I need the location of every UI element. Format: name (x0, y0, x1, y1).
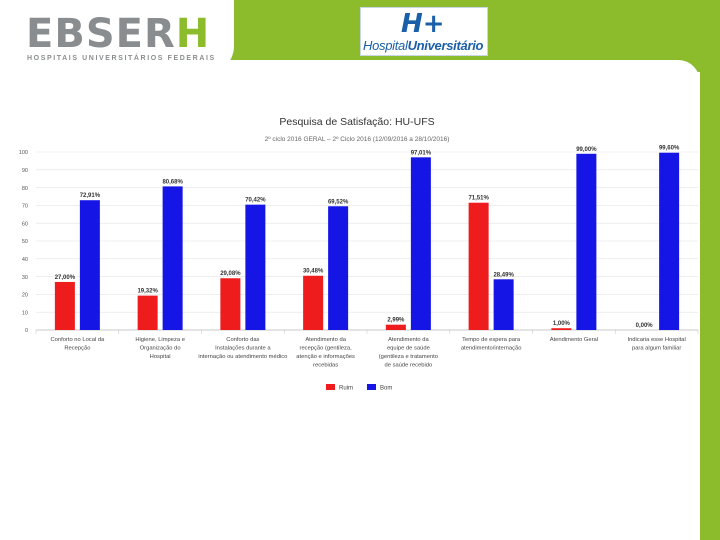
bar-ruim (137, 295, 158, 330)
data-label: 69,52% (328, 199, 349, 205)
ebserh-logo-accent: H (175, 11, 211, 57)
ebserh-logo: EBSERH (26, 14, 210, 54)
category-label: Conforto das (226, 337, 259, 343)
category-label: Atendimento da (388, 337, 429, 343)
data-label: 30,48% (303, 269, 324, 275)
category-label: Tempo de espera para (462, 337, 521, 343)
bar-bom (79, 200, 100, 330)
bar-bom (410, 157, 431, 330)
data-label: 70,42% (245, 198, 266, 204)
y-tick-label: 60 (22, 221, 28, 227)
category-label: Hospital (150, 354, 171, 360)
y-tick-label: 0 (25, 328, 28, 334)
bar-bom (245, 204, 266, 330)
data-label: 28,49% (493, 272, 514, 278)
bar-ruim (220, 278, 241, 330)
y-tick-label: 80 (22, 186, 28, 192)
category-label: equipe de saúde (387, 346, 430, 352)
category-label: Atendimento Geral (550, 337, 598, 343)
category-label: atenção e informações (296, 354, 355, 360)
category-label: para algum familiar (632, 346, 681, 352)
hu-logo-text-part1: Hospital (363, 38, 408, 53)
y-tick-label: 40 (22, 257, 28, 263)
bar-bom (328, 206, 349, 330)
category-label: Indicaria esse Hospital (627, 337, 685, 343)
ebserh-logo-main: EBSER (26, 11, 176, 57)
bar-ruim (54, 281, 75, 330)
hu-logo-text-part2: Universitário (407, 38, 484, 53)
y-tick-label: 10 (22, 310, 28, 316)
bar-bom (576, 153, 597, 330)
data-label: 0,00% (636, 323, 654, 329)
hu-logo-text: HospitalUniversitário (363, 38, 483, 53)
y-tick-label: 90 (22, 168, 28, 174)
legend-label-bom: Bom (380, 386, 392, 392)
category-label: recepção (gentileza, (300, 346, 353, 352)
category-label: (gentileza e tratamento (379, 354, 438, 360)
category-label: internação ou atendimento médico (198, 354, 287, 360)
data-label: 99,00% (576, 147, 597, 153)
bar-ruim (551, 328, 572, 330)
ebserh-logo-subtitle: HOSPITAIS UNIVERSITÁRIOS FEDERAIS (27, 55, 216, 62)
y-tick-label: 50 (22, 239, 28, 245)
data-label: 71,51% (468, 196, 489, 202)
chart-title: Pesquisa de Satisfação: HU-UFS (279, 116, 434, 128)
bar-bom (162, 186, 183, 330)
data-label: 72,91% (80, 193, 101, 199)
right-green-bar (700, 0, 720, 540)
data-label: 99,60% (659, 146, 680, 152)
legend-swatch-ruim (326, 384, 335, 390)
category-label: Recepção (64, 346, 90, 352)
hospital-universitario-logo: H+ HospitalUniversitário (360, 7, 488, 56)
category-label: Conforto no Local da (50, 337, 105, 343)
chart-subtitle: 2º ciclo 2016 GERAL – 2º Ciclo 2016 (12/… (265, 136, 450, 143)
category-label: atendimento/internação (461, 346, 522, 352)
category-label: Instalações durante a (215, 346, 271, 352)
data-label: 2,99% (387, 318, 405, 324)
data-label: 19,32% (137, 289, 158, 295)
bar-bom (493, 279, 514, 330)
bar-ruim (303, 275, 324, 330)
y-tick-label: 20 (22, 293, 28, 299)
data-label: 29,08% (220, 271, 241, 277)
category-label: Organização do (140, 346, 181, 352)
category-label: de saúde recebido (385, 363, 433, 369)
legend-label-ruim: Ruim (339, 386, 353, 392)
data-label: 27,00% (55, 275, 76, 281)
bar-bom (659, 152, 680, 330)
y-tick-label: 70 (22, 204, 28, 210)
legend-swatch-bom (367, 384, 376, 390)
category-label: Higiene, Limpeza e (135, 337, 185, 343)
bar-ruim (385, 324, 406, 330)
y-tick-label: 100 (19, 150, 28, 156)
y-tick-label: 30 (22, 275, 28, 281)
data-label: 97,01% (411, 150, 432, 156)
hu-cross-icon: H+ (401, 9, 445, 39)
data-label: 1,00% (553, 321, 571, 327)
category-label: Atendimento da (305, 337, 346, 343)
data-label: 80,68% (162, 179, 183, 185)
category-label: recebidas (313, 363, 338, 369)
bar-ruim (468, 202, 489, 330)
